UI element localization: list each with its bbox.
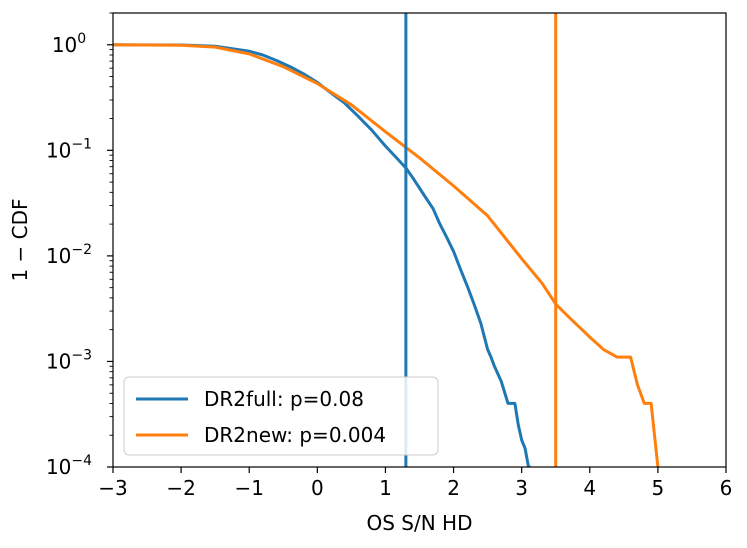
legend-label-1: DR2new: p=0.004 bbox=[204, 423, 386, 447]
legend-box bbox=[123, 376, 439, 456]
x-tick-label: −2 bbox=[166, 476, 195, 500]
y-tick-label: 10−3 bbox=[46, 347, 92, 373]
series-line-1 bbox=[113, 43, 660, 467]
legend-label-0: DR2full: p=0.08 bbox=[204, 387, 364, 411]
x-tick-label: 5 bbox=[652, 476, 665, 500]
x-tick-label: −1 bbox=[234, 476, 263, 500]
y-tick-label: 10−2 bbox=[46, 242, 92, 268]
series-layer bbox=[113, 43, 660, 467]
x-tick-label: 4 bbox=[583, 476, 596, 500]
y-tick-label: 10−1 bbox=[46, 136, 92, 162]
series-line-0 bbox=[113, 43, 531, 467]
x-tick-label: 2 bbox=[447, 476, 460, 500]
plot-frame bbox=[112, 12, 727, 468]
y-axis-title: 1 − CDF bbox=[8, 198, 32, 281]
x-tick-label: 0 bbox=[311, 476, 324, 500]
y-axis: 100 10−1 10−2 10−3 10−4 bbox=[46, 12, 113, 479]
x-tick-label: −3 bbox=[98, 476, 127, 500]
x-tick-label: 3 bbox=[515, 476, 528, 500]
x-tick-label: 6 bbox=[720, 476, 733, 500]
legend: DR2full: p=0.08 DR2new: p=0.004 bbox=[123, 376, 439, 456]
y-tick-label: 10−4 bbox=[46, 453, 92, 479]
x-axis-title: OS S/N HD bbox=[367, 511, 473, 535]
y-tick-label: 100 bbox=[52, 31, 86, 57]
x-tick-label: 1 bbox=[379, 476, 392, 500]
x-axis: −3 −2 −1 0 1 2 3 4 5 6 bbox=[98, 467, 732, 500]
